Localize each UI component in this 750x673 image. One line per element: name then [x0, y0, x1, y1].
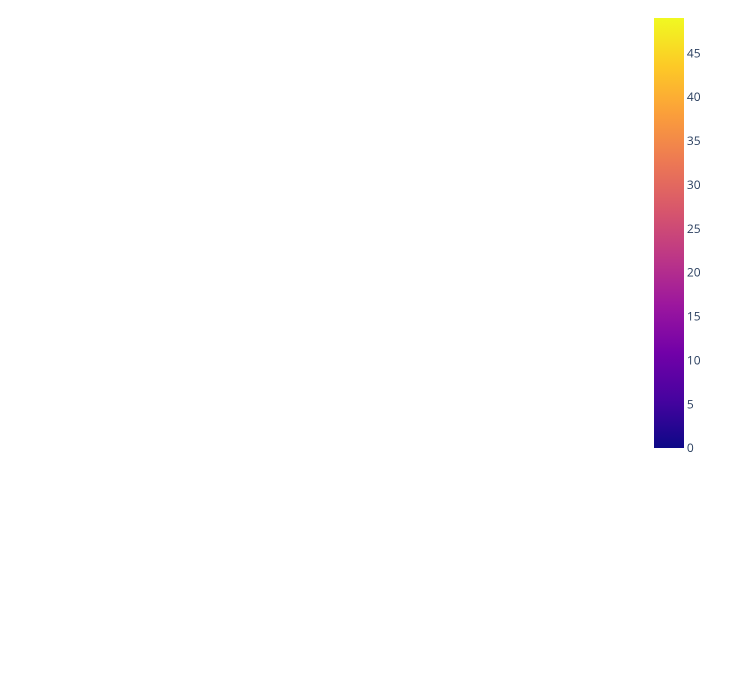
svg-text:0: 0 — [687, 439, 694, 456]
svg-text:20: 20 — [687, 264, 701, 281]
svg-text:45: 45 — [687, 44, 701, 61]
svg-text:40: 40 — [687, 88, 701, 105]
svg-text:25: 25 — [687, 220, 701, 237]
svg-text:15: 15 — [687, 308, 701, 325]
svg-text:10: 10 — [687, 351, 701, 368]
svg-text:30: 30 — [687, 176, 701, 193]
svg-text:35: 35 — [687, 132, 701, 149]
svg-text:5: 5 — [687, 395, 694, 412]
